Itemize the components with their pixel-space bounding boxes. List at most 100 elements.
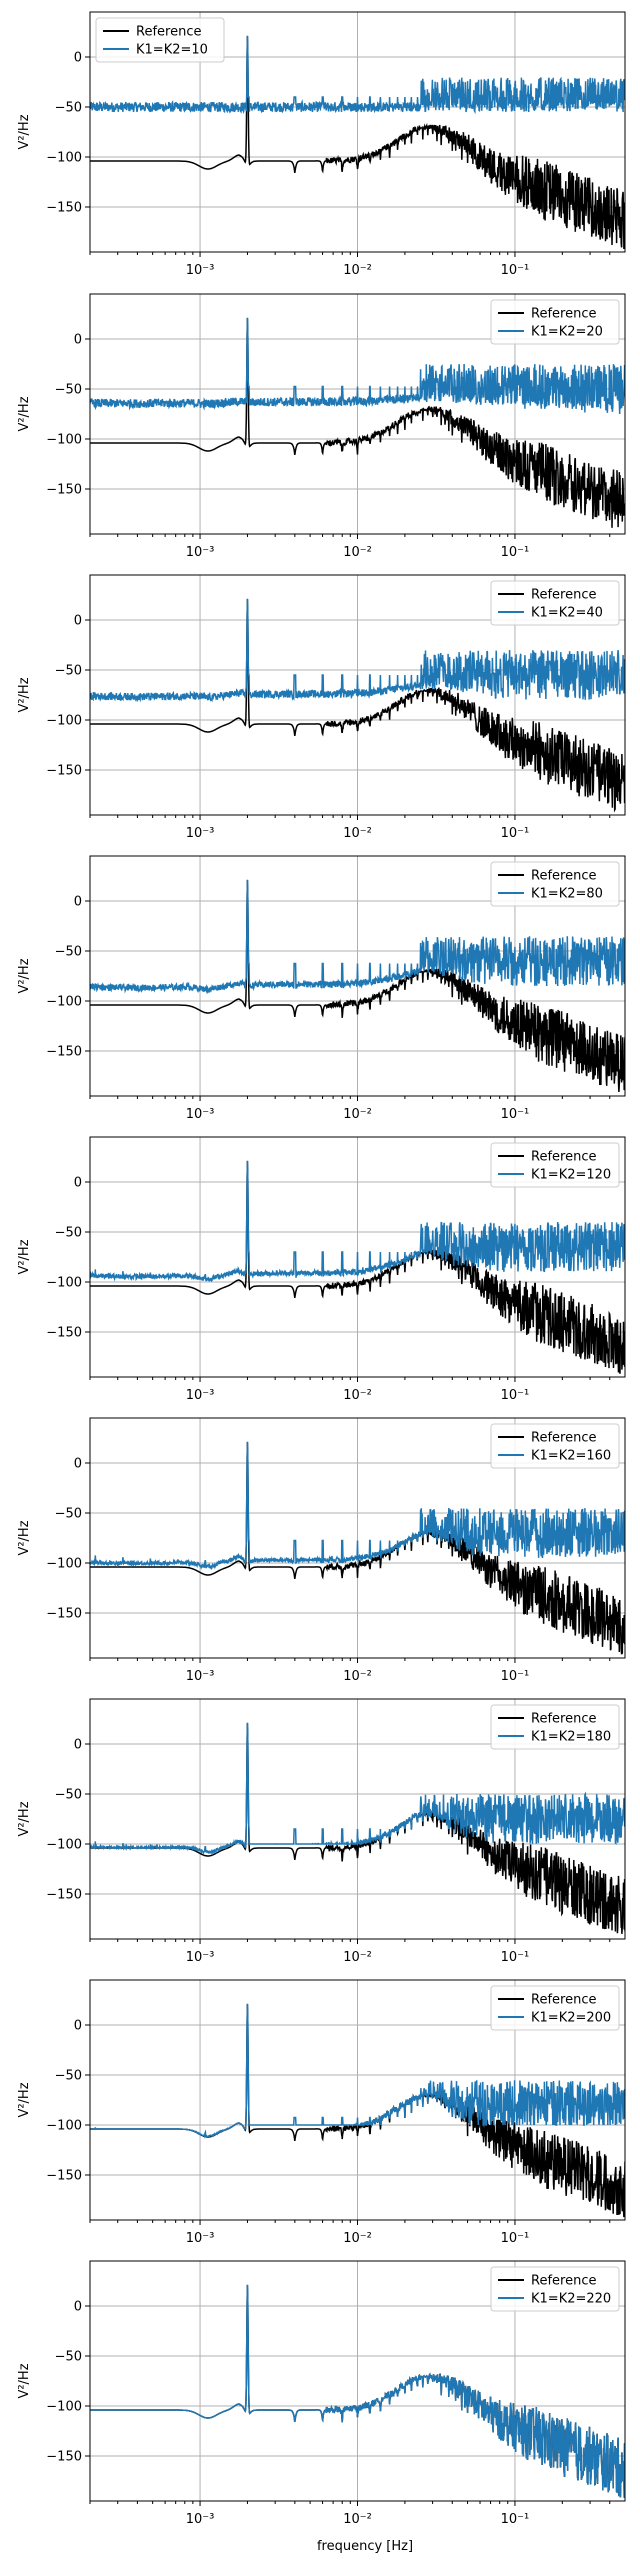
x-tick-label: 10⁻¹ <box>501 545 530 560</box>
series-line-8 <box>90 2003 625 2139</box>
y-tick-label: −150 <box>46 2169 82 2184</box>
legend-box <box>490 861 620 907</box>
x-tick-label: 10⁻¹ <box>501 826 530 841</box>
legend: Reference K1=K2=160 <box>490 1423 620 1469</box>
y-axis-label: V²/Hz <box>17 958 32 993</box>
x-tick-label: 10⁻² <box>343 1107 372 1122</box>
legend: Reference K1=K2=120 <box>490 1142 620 1188</box>
y-tick-label: 0 <box>74 1457 82 1472</box>
y-tick-label: 0 <box>74 1176 82 1191</box>
y-tick-label: −50 <box>55 383 82 398</box>
x-tick-label: 10⁻³ <box>186 826 215 841</box>
x-tick-label: 10⁻² <box>343 826 372 841</box>
legend-box <box>490 1423 620 1469</box>
y-tick-label: −50 <box>55 1226 82 1241</box>
y-tick-label: −50 <box>55 1788 82 1803</box>
x-tick-label: 10⁻¹ <box>501 1950 530 1965</box>
legend-box <box>95 17 225 63</box>
legend-entry: K1=K2=200 <box>531 2011 611 2026</box>
series-line-reference <box>90 1441 625 1655</box>
legend: Reference K1=K2=40 <box>490 580 620 626</box>
series-line-7 <box>90 1722 625 1856</box>
legend-entry: K1=K2=120 <box>531 1168 611 1183</box>
series-line-reference <box>90 317 625 528</box>
series-line-reference <box>90 1160 625 1374</box>
series-line-5 <box>90 1160 625 1283</box>
x-tick-label: 10⁻³ <box>186 1950 215 1965</box>
x-tick-label: 10⁻² <box>343 545 372 560</box>
y-axis-label: V²/Hz <box>17 1239 32 1274</box>
x-tick-label: 10⁻¹ <box>501 1107 530 1122</box>
legend-entry: Reference <box>531 1712 596 1727</box>
x-tick-label: 10⁻¹ <box>501 1388 530 1403</box>
legend-box <box>490 1142 620 1188</box>
y-tick-label: 0 <box>74 51 82 66</box>
y-axis-label: V²/Hz <box>17 1801 32 1836</box>
y-tick-label: −150 <box>46 764 82 779</box>
y-tick-label: 0 <box>74 333 82 348</box>
legend-entry: Reference <box>531 307 596 322</box>
legend-entry: Reference <box>531 1993 596 2008</box>
y-axis-label: V²/Hz <box>17 2363 32 2398</box>
legend-entry: K1=K2=160 <box>531 1449 611 1464</box>
y-tick-label: −50 <box>55 2350 82 2365</box>
y-tick-label: −150 <box>46 1326 82 1341</box>
y-tick-label: −100 <box>46 1838 82 1853</box>
legend: Reference K1=K2=220 <box>490 2266 620 2312</box>
x-tick-label: 10⁻¹ <box>501 1669 530 1684</box>
legend-entry: Reference <box>531 869 596 884</box>
legend-entry: K1=K2=20 <box>531 325 603 340</box>
y-axis-label: V²/Hz <box>17 114 32 149</box>
legend-entry: K1=K2=180 <box>531 1730 611 1745</box>
y-tick-label: −50 <box>55 2069 82 2084</box>
y-axis-label: V²/Hz <box>17 396 32 431</box>
x-tick-label: 10⁻³ <box>186 263 215 278</box>
y-tick-label: −50 <box>55 945 82 960</box>
chart-panel-2: 0 −50 −100 −150 10⁻³ 10⁻² 10⁻¹ V²/Hz Reference K1… <box>17 293 626 560</box>
legend-entry: Reference <box>531 588 596 603</box>
x-tick-label: 10⁻² <box>343 1388 372 1403</box>
legend-entry: Reference <box>531 1150 596 1165</box>
legend: Reference K1=K2=200 <box>490 1985 620 2031</box>
legend: Reference K1=K2=10 <box>95 17 225 63</box>
legend-entry: K1=K2=10 <box>136 43 208 58</box>
x-tick-label: 10⁻³ <box>186 2231 215 2246</box>
x-tick-label: 10⁻³ <box>186 1669 215 1684</box>
legend-box <box>490 1985 620 2031</box>
series-line-reference <box>90 35 625 250</box>
series-line-1 <box>90 35 625 115</box>
y-tick-label: −150 <box>46 1045 82 1060</box>
x-tick-label: 10⁻¹ <box>501 2512 530 2527</box>
x-tick-label: 10⁻² <box>343 2231 372 2246</box>
y-axis-label: V²/Hz <box>17 677 32 712</box>
y-tick-label: −100 <box>46 1276 82 1291</box>
y-tick-label: −150 <box>46 1888 82 1903</box>
y-tick-label: −150 <box>46 201 82 216</box>
x-tick-label: 10⁻³ <box>186 1388 215 1403</box>
y-tick-label: −100 <box>46 714 82 729</box>
y-tick-label: −100 <box>46 995 82 1010</box>
series-line-3 <box>90 598 625 703</box>
legend-box <box>490 1704 620 1750</box>
y-axis-label: V²/Hz <box>17 1520 32 1555</box>
chart-panel-7: 0 −50 −100 −150 10⁻³ 10⁻² 10⁻¹ V²/Hz Reference K1… <box>17 1698 626 1965</box>
y-tick-label: 0 <box>74 2300 82 2315</box>
x-axis-label: frequency [Hz] <box>317 2539 413 2554</box>
y-tick-label: −100 <box>46 2400 82 2415</box>
y-tick-label: 0 <box>74 614 82 629</box>
legend-entry: Reference <box>531 1431 596 1446</box>
legend: Reference K1=K2=180 <box>490 1704 620 1750</box>
y-tick-label: −100 <box>46 2119 82 2134</box>
y-tick-label: −100 <box>46 433 82 448</box>
x-tick-label: 10⁻³ <box>186 1107 215 1122</box>
y-tick-label: −150 <box>46 2450 82 2465</box>
x-tick-label: 10⁻² <box>343 2512 372 2527</box>
legend-box <box>490 2266 620 2312</box>
legend-entry: Reference <box>136 25 201 40</box>
y-tick-label: −150 <box>46 1607 82 1622</box>
series-line-9 <box>90 2284 625 2498</box>
x-tick-label: 10⁻¹ <box>501 2231 530 2246</box>
chart-panel-9: 0 −50 −100 −150 10⁻³ 10⁻² 10⁻¹ V²/Hz Reference K1… <box>17 2260 626 2527</box>
legend-box <box>490 299 620 345</box>
y-tick-label: −50 <box>55 1507 82 1522</box>
